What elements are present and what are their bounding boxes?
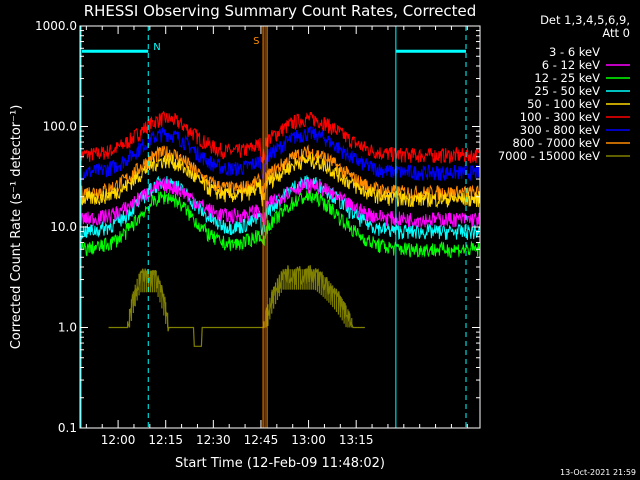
legend-label: 50 - 100 keV bbox=[527, 97, 600, 111]
x-tick-label: 12:30 bbox=[196, 433, 231, 447]
y-tick-label: 1.0 bbox=[58, 321, 77, 335]
series-line bbox=[79, 110, 480, 164]
legend-label: 25 - 50 keV bbox=[534, 84, 600, 98]
series-line bbox=[79, 153, 480, 209]
legend-label: 3 - 6 keV bbox=[549, 45, 600, 59]
y-tick-label: 10.0 bbox=[50, 220, 77, 234]
series-line bbox=[79, 189, 480, 259]
x-tick-label: 13:15 bbox=[339, 433, 374, 447]
saa-annotation: S bbox=[253, 36, 259, 47]
legend-label: 6 - 12 keV bbox=[542, 58, 600, 72]
series-line bbox=[79, 176, 480, 228]
series-line bbox=[79, 202, 480, 271]
x-axis-label: Start Time (12-Feb-09 11:48:02) bbox=[175, 456, 385, 471]
legend-label: 12 - 25 keV bbox=[534, 71, 600, 85]
timestamp: 13-Oct-2021 21:59 bbox=[560, 468, 636, 477]
legend-label: 800 - 7000 keV bbox=[512, 136, 600, 150]
chart-title: RHESSI Observing Summary Count Rates, Co… bbox=[84, 2, 477, 20]
y-tick-label: 1000.0 bbox=[35, 19, 77, 33]
x-tick-label: 12:00 bbox=[101, 433, 136, 447]
legend-label: 100 - 300 keV bbox=[520, 110, 600, 124]
y-tick-label: 100.0 bbox=[43, 120, 77, 134]
x-tick-label: 13:00 bbox=[291, 433, 326, 447]
legend-header-line-1: Det 1,3,4,5,6,9, bbox=[540, 13, 630, 27]
plot-area: N S 1000.0 100.0 10.0 1.0 0.1 12:00 12:15 12:30… bbox=[35, 19, 481, 447]
legend-label: 300 - 800 keV bbox=[520, 123, 600, 137]
x-tick-label: 12:15 bbox=[148, 433, 183, 447]
x-tick-label: 12:45 bbox=[244, 433, 279, 447]
series-line bbox=[79, 126, 480, 181]
series-line bbox=[79, 144, 480, 203]
legend-label: 7000 - 15000 keV bbox=[498, 149, 600, 163]
series-line-7000-15000 bbox=[108, 265, 365, 347]
legend-header-line-2: Att 0 bbox=[602, 26, 630, 40]
y-axis-label: Corrected Count Rate (s⁻¹ detector⁻¹) bbox=[9, 105, 24, 350]
y-tick-label: 0.1 bbox=[58, 421, 77, 435]
night-annotation: N bbox=[153, 42, 160, 53]
